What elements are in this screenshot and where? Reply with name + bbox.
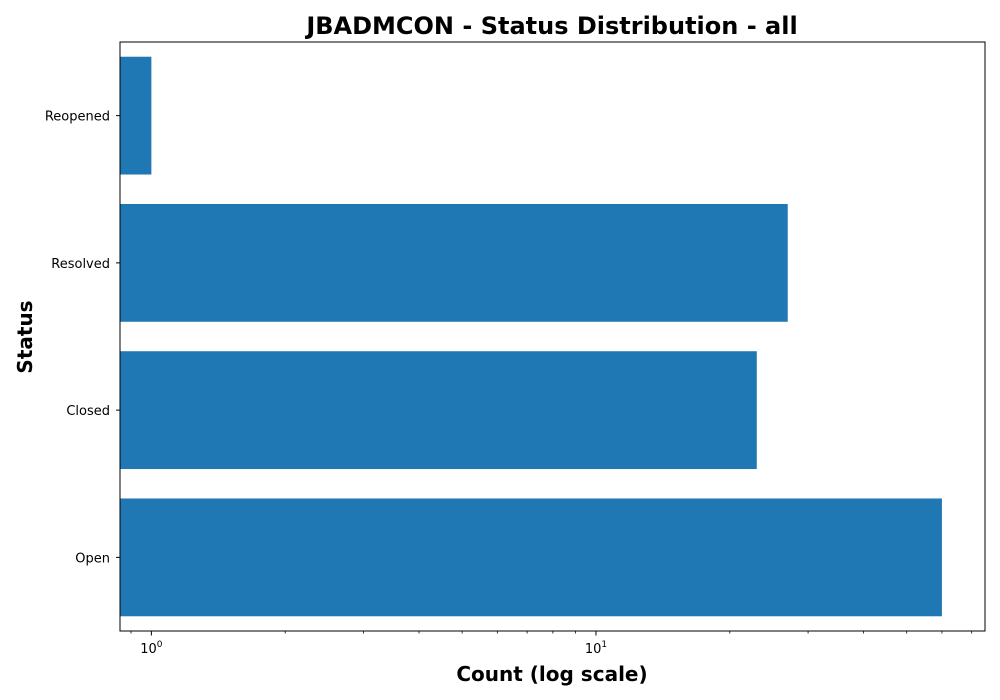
bars [120, 56, 942, 617]
bar-closed [120, 351, 757, 470]
y-tick-label: Open [75, 551, 110, 566]
y-tick-label: Reopened [45, 110, 110, 125]
x-axis-label: Count (log scale) [456, 662, 647, 686]
y-axis-ticks: Open Closed Resolved Reopened [45, 110, 120, 566]
x-tick-exponent: 1 [601, 640, 607, 650]
bar-reopened [120, 56, 152, 175]
x-tick-label: 101 [585, 640, 607, 657]
y-tick-label: Resolved [51, 257, 110, 272]
x-axis-ticks: 100 101 [130, 631, 973, 657]
x-tick-label: 100 [140, 640, 163, 657]
x-tick-base: 10 [140, 642, 157, 657]
y-tick-label: Closed [66, 404, 110, 419]
bar-open [120, 498, 942, 617]
bar-resolved [120, 203, 788, 322]
chart-title: JBADMCON - Status Distribution - all [304, 12, 797, 40]
x-tick-exponent: 0 [157, 640, 163, 650]
y-axis-label: Status [13, 300, 37, 373]
x-tick-base: 10 [585, 642, 602, 657]
